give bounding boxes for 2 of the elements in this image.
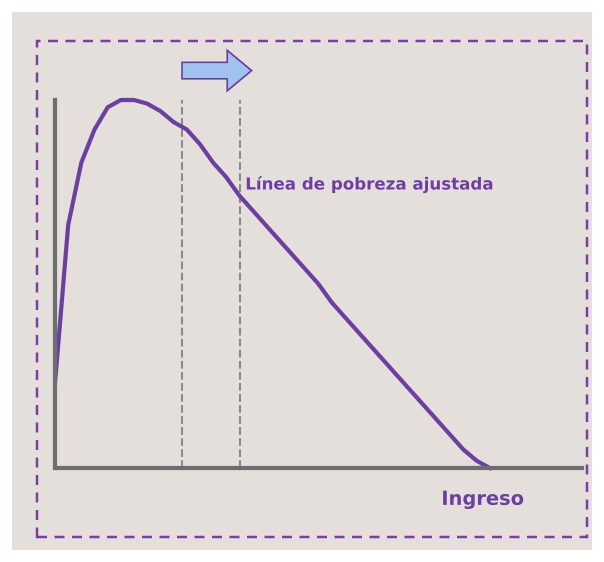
- x-axis-title: Ingreso: [443, 490, 524, 510]
- annotation: Línea de pobreza ajustada: [246, 176, 492, 194]
